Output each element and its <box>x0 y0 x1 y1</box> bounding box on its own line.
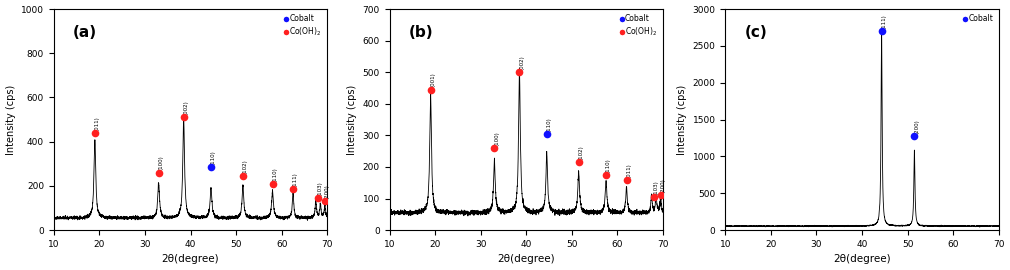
Text: (a): (a) <box>73 25 97 39</box>
Text: (111): (111) <box>882 14 887 29</box>
Text: (103): (103) <box>318 181 323 196</box>
Text: (200): (200) <box>661 178 666 193</box>
Text: (011): (011) <box>95 116 100 131</box>
Text: (110): (110) <box>546 117 551 131</box>
X-axis label: 2θ(degree): 2θ(degree) <box>833 254 891 264</box>
Legend: Cobalt, Co(OH)$_2$: Cobalt, Co(OH)$_2$ <box>619 13 660 40</box>
Text: (011): (011) <box>626 163 631 178</box>
Text: (100): (100) <box>159 156 164 170</box>
Text: (b): (b) <box>409 25 433 39</box>
Text: (c): (c) <box>744 25 768 39</box>
Text: (111): (111) <box>293 172 298 187</box>
Legend: Cobalt: Cobalt <box>963 13 995 25</box>
Text: (200): (200) <box>914 119 919 134</box>
Text: (001): (001) <box>430 73 435 87</box>
Text: (002): (002) <box>519 55 524 70</box>
Text: (100): (100) <box>494 131 499 146</box>
X-axis label: 2θ(degree): 2θ(degree) <box>498 254 556 264</box>
Y-axis label: Intensity (cps): Intensity (cps) <box>677 85 687 155</box>
Y-axis label: Intensity (cps): Intensity (cps) <box>347 85 358 155</box>
Text: (002): (002) <box>184 100 189 115</box>
X-axis label: 2θ(degree): 2θ(degree) <box>162 254 219 264</box>
Text: (103): (103) <box>653 180 659 195</box>
Legend: Cobalt, Co(OH)$_2$: Cobalt, Co(OH)$_2$ <box>283 13 323 40</box>
Text: (102): (102) <box>579 145 584 160</box>
Text: (110): (110) <box>273 167 278 182</box>
Text: (102): (102) <box>242 159 247 174</box>
Text: (110): (110) <box>211 150 216 165</box>
Text: (200): (200) <box>324 184 329 199</box>
Y-axis label: Intensity (cps): Intensity (cps) <box>6 85 15 155</box>
Text: (110): (110) <box>606 158 611 173</box>
